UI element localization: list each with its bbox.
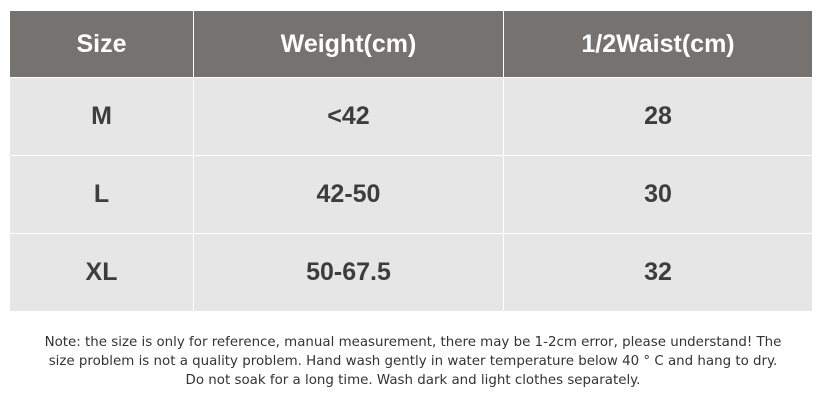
header-cell: Weight(cm) [194,11,503,77]
table-cell: XL [10,234,193,311]
size-table: Size Weight(cm) 1/2Waist(cm) M <42 28 L 42-50 30… [10,11,812,311]
header-cell: 1/2Waist(cm) [504,11,812,77]
header-cell: Size [10,11,193,77]
table-cell: 42-50 [194,156,503,233]
table-cell: 30 [504,156,812,233]
note-line: Note: the size is only for reference, ma… [44,335,782,350]
note: Note: the size is only for reference, ma… [0,333,826,390]
table-cell: M [10,78,193,155]
note-line: size problem is not a quality problem. H… [48,354,778,369]
table-cell: <42 [194,78,503,155]
table-cell: 28 [504,78,812,155]
note-line: Do not soak for a long time. Wash dark a… [185,373,641,388]
table-cell: 32 [504,234,812,311]
table-cell: L [10,156,193,233]
table-cell: 50-67.5 [194,234,503,311]
